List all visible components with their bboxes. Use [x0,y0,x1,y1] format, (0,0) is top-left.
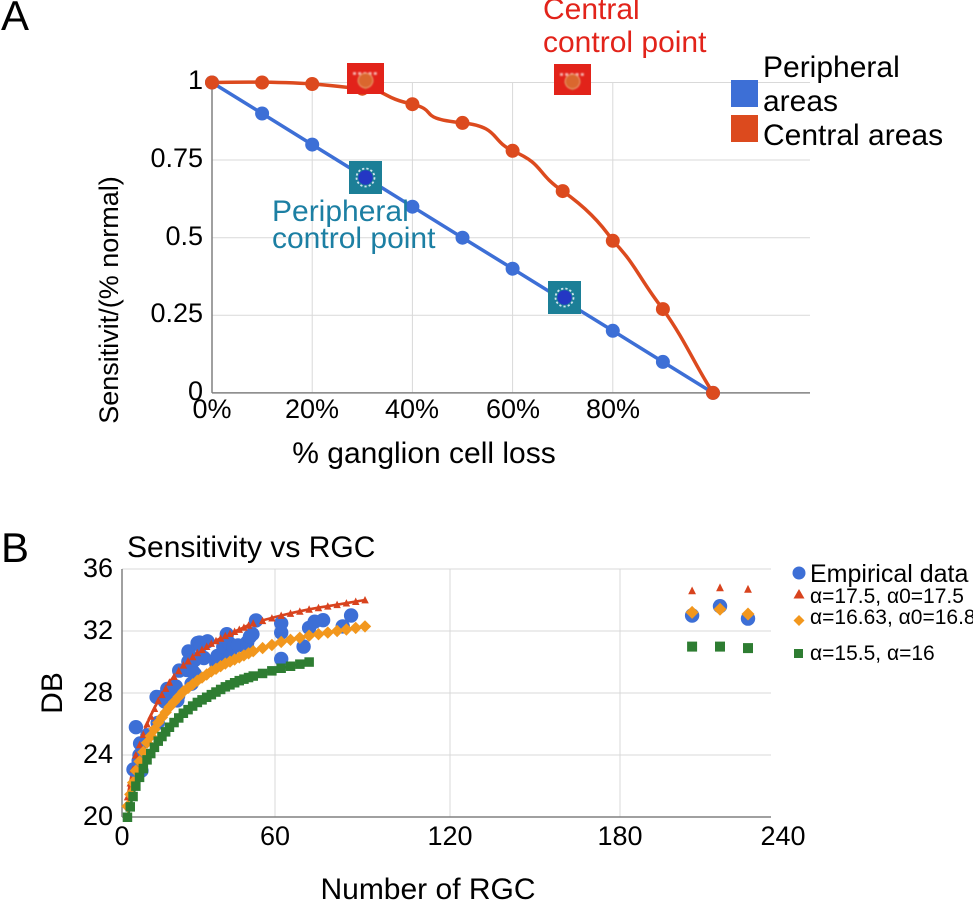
svg-text:120: 120 [427,821,472,851]
svg-text:α=15.5, α=16: α=15.5, α=16 [810,642,935,665]
svg-text:32: 32 [83,615,113,645]
svg-text:0: 0 [114,821,129,851]
svg-text:240: 240 [760,821,805,851]
svg-text:28: 28 [83,677,113,707]
svg-text:60: 60 [260,821,290,851]
svg-text:24: 24 [83,739,113,769]
svg-text:α=17.5, α0=17.5: α=17.5, α0=17.5 [810,585,964,608]
svg-text:Sensitivity vs RGC: Sensitivity vs RGC [127,531,375,564]
svg-text:Empirical data: Empirical data [810,560,968,588]
svg-text:36: 36 [83,553,113,583]
svg-text:Number of RGC: Number of RGC [320,873,535,904]
svg-text:180: 180 [597,821,642,851]
svg-text:20: 20 [83,801,113,831]
svg-text:DB: DB [36,672,69,714]
svg-text:α=16.63, α0=16.8: α=16.63, α0=16.8 [810,606,973,629]
